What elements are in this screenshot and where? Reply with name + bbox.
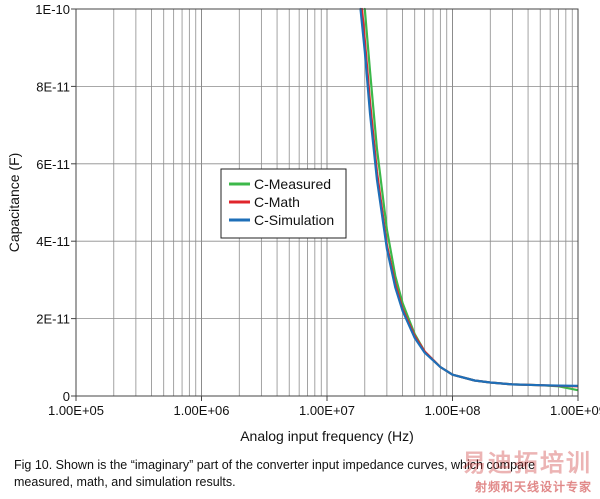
watermark: 易迪拓培训 射频和天线设计专家 bbox=[462, 443, 592, 495]
x-tick-label: 1.00E+05 bbox=[48, 403, 104, 418]
y-tick-label: 1E-10 bbox=[35, 2, 70, 17]
x-axis-title: Analog input frequency (Hz) bbox=[240, 428, 414, 444]
y-tick-label: 0 bbox=[63, 389, 70, 404]
figure-caption: Fig 10. Shown is the “imaginary” part of… bbox=[14, 458, 536, 489]
legend-label-math: C-Math bbox=[254, 194, 300, 210]
x-tick-label: 1.00E+09 bbox=[550, 403, 600, 418]
x-tick-label: 1.00E+07 bbox=[299, 403, 355, 418]
legend-label-simulation: C-Simulation bbox=[254, 212, 334, 228]
capacitance-chart: 1.00E+05 1.00E+06 1.00E+07 1.00E+08 1.00E+09… bbox=[6, 2, 600, 444]
y-tick-label: 2E-11 bbox=[36, 312, 70, 327]
legend: C-Measured C-Math C-Simulation bbox=[220, 168, 347, 239]
series-line-measured bbox=[363, 7, 578, 392]
y-axis-title: Capacitance (F) bbox=[6, 153, 22, 253]
x-tick-label: 1.00E+06 bbox=[173, 403, 229, 418]
series-layer bbox=[359, 7, 578, 392]
series-line-simulation bbox=[359, 7, 578, 387]
y-tick-label: 8E-11 bbox=[36, 79, 70, 94]
tick-label-layer: 1.00E+05 1.00E+06 1.00E+07 1.00E+08 1.00E+09… bbox=[35, 2, 600, 418]
x-tick-label: 1.00E+08 bbox=[424, 403, 480, 418]
y-tick-label: 4E-11 bbox=[36, 234, 70, 249]
watermark-subtitle: 射频和天线设计专家 bbox=[474, 480, 592, 494]
legend-label-measured: C-Measured bbox=[254, 176, 331, 192]
series-line-math bbox=[360, 7, 578, 388]
watermark-logo-text: 易迪拓培训 bbox=[462, 449, 592, 477]
y-tick-label: 6E-11 bbox=[36, 157, 70, 172]
